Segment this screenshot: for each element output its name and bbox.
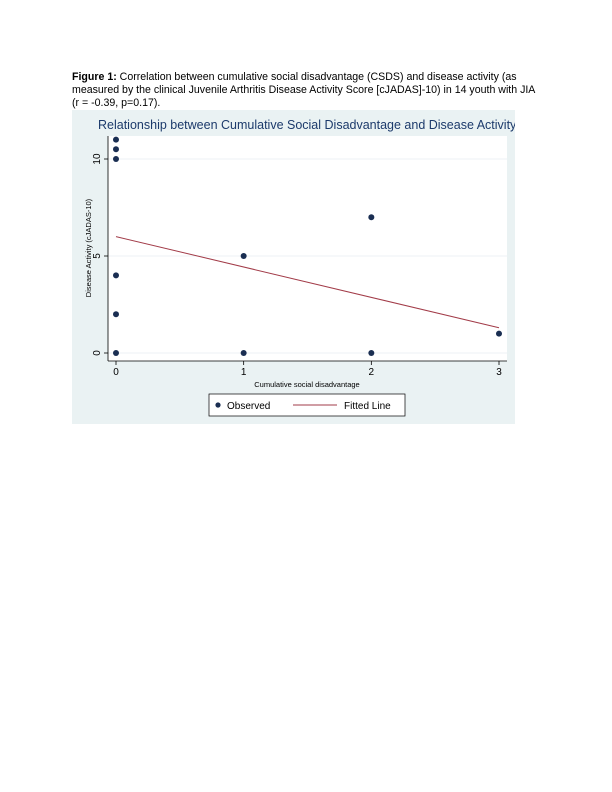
x-tick-label: 0: [113, 367, 119, 378]
y-tick-label: 10: [92, 153, 103, 165]
x-axis-label: Cumulative social disadvantage: [254, 380, 359, 389]
y-axis-label: Disease Activity (cJADAS-10): [84, 198, 93, 297]
data-point: [113, 146, 119, 153]
data-point: [113, 311, 119, 318]
fitted-line-layer: [115, 236, 500, 329]
scatter-chart: Relationship between Cumulative Social D…: [72, 110, 515, 424]
plot-area: [108, 136, 507, 361]
y-tick-label: 5: [92, 253, 103, 259]
axis-ticks: 0 5 10 0 1 2 3: [92, 153, 502, 378]
y-tick-label: 0: [92, 350, 103, 356]
data-point: [113, 272, 119, 279]
caption-label: Figure 1:: [72, 71, 117, 83]
x-tick-label: 2: [369, 367, 375, 378]
x-tick-label: 3: [496, 367, 502, 378]
caption-text: Correlation between cumulative social di…: [72, 71, 535, 109]
data-point: [240, 350, 247, 356]
observed-points-layer: [113, 136, 502, 356]
data-point: [113, 350, 119, 356]
data-point: [496, 330, 502, 337]
figure-caption: Figure 1: Correlation between cumulative…: [72, 71, 542, 110]
chart-figure: Relationship between Cumulative Social D…: [72, 110, 515, 424]
x-tick-label: 1: [241, 367, 247, 378]
data-point: [368, 350, 375, 356]
gridlines: [108, 158, 507, 354]
legend-fitted-line-label: Fitted Line: [344, 401, 391, 412]
fitted-line: [115, 236, 500, 329]
data-point: [368, 214, 375, 221]
data-point: [240, 253, 247, 259]
legend-observed-label: Observed: [227, 401, 270, 412]
legend-observed-marker: [215, 402, 221, 408]
data-point: [113, 156, 119, 162]
data-point: [113, 136, 119, 143]
chart-title: Relationship between Cumulative Social D…: [98, 118, 515, 132]
